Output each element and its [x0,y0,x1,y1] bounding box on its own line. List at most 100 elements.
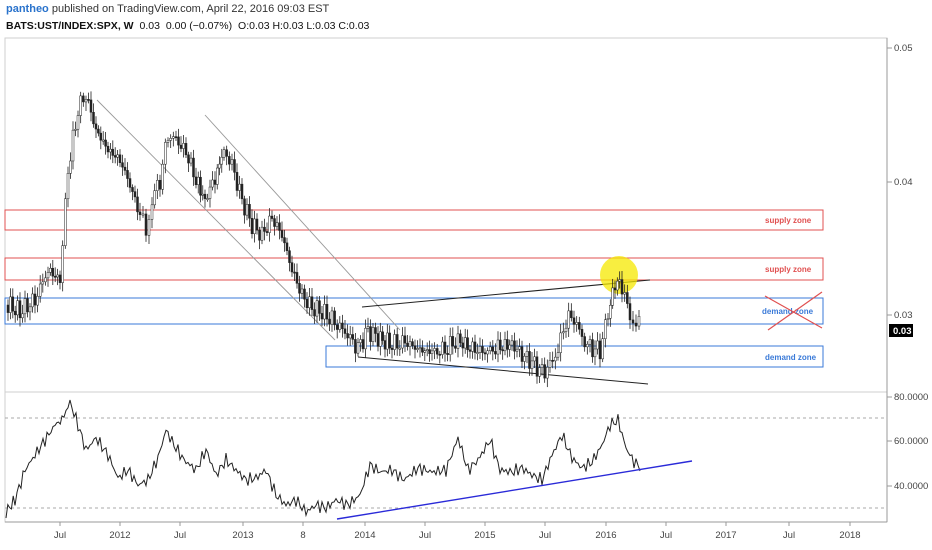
candle-body [626,292,629,304]
candle-body [203,193,207,199]
candle-body [104,139,107,147]
candle-body [318,300,321,314]
rsi-label-60: 60.0000 [894,436,928,447]
time-label: Jul [419,530,431,541]
time-label: Jul [660,530,672,541]
supply-zone-box-1[interactable] [4,209,824,231]
candle-body [228,156,231,165]
candle-body [459,333,462,344]
wedge-lower-line[interactable] [357,356,649,385]
candle-body [616,280,619,291]
candle-body [208,186,212,199]
time-label: 2012 [109,530,130,541]
candle-body [206,198,209,200]
candle-body [556,352,560,358]
candle-body [481,346,484,353]
candle-body [51,267,55,277]
candle-body [230,159,234,165]
candle-body [275,222,279,227]
candle-body [89,99,93,113]
candle-body [133,191,137,198]
candle-body [82,95,85,103]
candle-body [222,149,226,158]
candle-body [213,179,217,185]
candle-body [393,334,396,350]
candle-body [295,272,299,284]
candle-body [580,329,584,337]
candle-body [570,310,573,319]
candle-body [376,333,380,347]
candle-body [92,112,95,125]
candle-body [559,332,562,353]
candle-body [218,163,221,169]
candle-body [346,333,349,339]
supply-zone-box-2[interactable] [4,257,824,281]
rsi-trend-line[interactable] [336,460,693,520]
change-value: 0.00 (−0.07%) [165,20,233,32]
candle-body [123,166,127,171]
candle-body [174,136,178,139]
candle-body [609,305,612,319]
candle-body [611,287,614,306]
candle-body [243,198,246,216]
candle-body [61,245,64,283]
time-label: 2017 [715,530,736,541]
candle-body [456,333,460,349]
candle-body [265,231,269,233]
symbol-label[interactable]: BATS:UST/INDEX:SPX, W [6,20,134,32]
time-label: Jul [539,530,551,541]
crossout-line-2 [767,291,823,331]
candle-body [520,346,524,362]
candle-body [278,222,281,231]
candle-body [179,144,183,149]
candle-body [354,339,357,354]
candle-body [486,350,489,355]
channel-line-lower[interactable] [96,99,336,341]
candle-body [538,367,541,377]
candle-body [201,193,204,196]
candle-body [328,318,331,325]
candle-body [16,300,19,316]
candle-body [451,336,455,347]
candle-body [192,157,195,178]
candle-body [606,318,610,320]
demand-zone-label-1: demand zone [762,307,814,316]
candle-body [356,342,360,354]
candle-body [138,211,142,215]
candle-body [101,139,105,142]
candle-body [238,183,241,191]
candle-body [335,324,339,330]
candle-body [290,262,294,273]
candle-body [596,340,599,350]
candle-body [53,275,57,278]
channel-line-upper[interactable] [204,114,401,331]
candle-body [591,339,594,358]
candle-body [141,213,145,216]
candle-body [126,170,129,179]
time-label: 8 [300,530,305,541]
candle-body [494,351,497,355]
demand-zone-box-1[interactable] [4,297,824,325]
candle-body [111,148,115,156]
candle-body [94,123,98,130]
candle-body [461,342,465,349]
candle-body [99,132,103,141]
demand-zone-box-2[interactable] [325,345,824,368]
candle-body [26,298,29,313]
price-label-004: 0.04 [894,177,913,188]
candle-body [182,143,185,149]
candle-body [369,326,372,342]
candle-body [554,356,557,362]
candle-body [438,353,442,356]
candle-body [454,345,457,349]
wedge-upper-line[interactable] [361,279,651,308]
candle-body [535,356,539,377]
time-label: Jul [54,530,66,541]
candle-body [528,351,531,369]
candle-body [197,176,200,185]
candle-body [388,332,391,349]
candle-body [416,348,419,350]
author-name[interactable]: pantheo [6,3,49,15]
time-label: 2013 [232,530,253,541]
